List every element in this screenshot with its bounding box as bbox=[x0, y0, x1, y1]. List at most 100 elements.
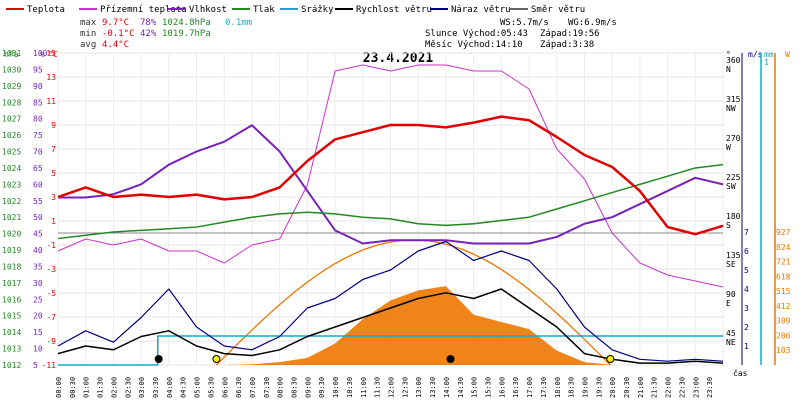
axis-time-tick: 15:30 bbox=[484, 377, 492, 398]
legend-label-teplota: Teplota bbox=[27, 5, 65, 15]
stat-max-hum: 78% bbox=[140, 18, 157, 28]
axis-dir-tick: 45 bbox=[726, 329, 736, 338]
stat-sun-set: Západ:19:56 bbox=[540, 29, 600, 39]
axis-degc-tick: 5 bbox=[51, 169, 56, 178]
axis-dir-tick: S bbox=[726, 221, 731, 230]
axis-degc-tick: -1 bbox=[46, 241, 56, 250]
axis-degc-tick: -11 bbox=[42, 361, 57, 370]
axis-degc-tick: -5 bbox=[46, 289, 56, 298]
axis-time-tick: 15:00 bbox=[471, 377, 479, 398]
axis-time-tick: 21:00 bbox=[637, 377, 645, 398]
axis-time-tick: 02:30 bbox=[124, 377, 132, 398]
axis-ms-tick: 6 bbox=[744, 247, 749, 256]
axis-pct-tick: 95 bbox=[33, 65, 43, 74]
axis-time-tick: 17:30 bbox=[540, 377, 548, 398]
axis-pct-tick: 80 bbox=[33, 115, 43, 124]
axis-time-tick: 01:00 bbox=[83, 377, 91, 398]
axis-time-tick: 00:30 bbox=[69, 377, 77, 398]
legend-label-smer: Směr větru bbox=[531, 5, 585, 15]
legend-label-naraz: Náraz větru bbox=[451, 5, 511, 15]
axis-degc-tick: 15 bbox=[46, 49, 56, 58]
axis-pct-tick: 70 bbox=[33, 148, 43, 157]
stat-min-hum: 42% bbox=[140, 29, 157, 39]
axis-ms-tick: 5 bbox=[744, 266, 749, 275]
axis-hpa-tick: 1014 bbox=[2, 328, 21, 337]
axis-pct-tick: 75 bbox=[33, 131, 43, 140]
axis-time-tick: 22:00 bbox=[665, 377, 673, 398]
axis-time-tick: 16:30 bbox=[512, 377, 520, 398]
axis-hpa-tick: 1027 bbox=[2, 115, 21, 124]
axis-hpa-tick: 1030 bbox=[2, 65, 21, 74]
axis-time-tick: 04:00 bbox=[166, 377, 174, 398]
axis-time-tick: 10:30 bbox=[346, 377, 354, 398]
axis-time-tick: 04:30 bbox=[180, 377, 188, 398]
series-solar-area bbox=[58, 286, 723, 365]
axis-time-tick: 09:30 bbox=[318, 377, 326, 398]
axis-pct-tick: 45 bbox=[33, 230, 43, 239]
axis-degc-tick: 11 bbox=[46, 97, 56, 106]
axis-w-tick: 206 bbox=[776, 331, 791, 340]
axis-w-tick: 618 bbox=[776, 272, 791, 281]
axis-degc-tick: 7 bbox=[51, 145, 56, 154]
axis-degc-tick: 13 bbox=[46, 73, 56, 82]
axis-ms-tick: 3 bbox=[744, 304, 749, 313]
moonset-marker bbox=[154, 355, 163, 363]
stat-ws: WS:5.7m/s bbox=[500, 18, 549, 28]
axis-x-label: čas bbox=[733, 368, 748, 378]
axis-dir-tick: 360 bbox=[726, 56, 741, 65]
axis-hpa-tick: 1019 bbox=[2, 246, 21, 255]
axis-deg-label: ° bbox=[726, 50, 731, 59]
axis-hpa-tick: 1012 bbox=[2, 361, 21, 370]
axis-hpa-tick: 1021 bbox=[2, 213, 21, 222]
axis-pct-tick: 90 bbox=[33, 82, 43, 91]
axis-dir-tick: NW bbox=[726, 104, 736, 113]
axis-time-tick: 18:30 bbox=[568, 377, 576, 398]
axis-pct-tick: 50 bbox=[33, 213, 43, 222]
stat-wg: WG:6.9m/s bbox=[568, 18, 617, 28]
stats-block: max 9.7°C 78% 1024.8hPa 0.1mm min -0.1°C… bbox=[80, 18, 617, 50]
axis-time-tick: 20:30 bbox=[623, 377, 631, 398]
axis-dir-tick: 135 bbox=[726, 251, 741, 260]
axis-degc-tick: -3 bbox=[46, 265, 56, 274]
axis-w-tick: 515 bbox=[776, 287, 791, 296]
axis-hpa-tick: 1022 bbox=[2, 197, 21, 206]
legend-label-vlhkost: Vlhkost bbox=[189, 5, 227, 15]
axis-ms-tick: 2 bbox=[744, 323, 749, 332]
axis-dir-tick: NE bbox=[726, 338, 736, 347]
axis-pct-tick: 35 bbox=[33, 262, 43, 271]
axis-time-tick: 06:00 bbox=[221, 377, 229, 398]
legend-label-prizemni: Přízemní teplota bbox=[100, 5, 187, 15]
axis-dir-tick: W bbox=[726, 143, 731, 152]
axis-dir-tick: 225 bbox=[726, 173, 741, 182]
axis-pct-tick: 10 bbox=[33, 345, 43, 354]
stat-avg-temp: 4.4°C bbox=[102, 40, 129, 50]
axis-time-tick: 07:00 bbox=[249, 377, 257, 398]
axis-ms-tick: 1 bbox=[744, 342, 749, 351]
axis-time-tick: 12:30 bbox=[401, 377, 409, 398]
axis-pct-tick: 85 bbox=[33, 98, 43, 107]
axis-degc-tick: 1 bbox=[51, 217, 56, 226]
legend-label-srazky: Srážky bbox=[301, 5, 334, 15]
axis-w-tick: 412 bbox=[776, 302, 791, 311]
moonrise-marker bbox=[446, 355, 455, 363]
axis-time-tick: 19:30 bbox=[595, 377, 603, 398]
axis-hpa-label: hPa bbox=[4, 50, 19, 59]
axis-hpa-tick: 1017 bbox=[2, 279, 21, 288]
axis-w-tick: 103 bbox=[776, 346, 791, 355]
stat-moon-set: Západ:3:38 bbox=[540, 40, 594, 50]
axis-pct-tick: 15 bbox=[33, 328, 43, 337]
stat-min-label: min bbox=[80, 29, 96, 39]
axis-dir-tick: 90 bbox=[726, 290, 736, 299]
axis-time-tick: 23:00 bbox=[692, 377, 700, 398]
axis-w-tick: 309 bbox=[776, 317, 791, 326]
axis-time-tick: 00:00 bbox=[55, 377, 63, 398]
axis-pct-label: % bbox=[40, 50, 45, 59]
stat-max-rain: 0.1mm bbox=[225, 18, 252, 28]
axis-mm-label: mm bbox=[764, 50, 774, 59]
axis-dir-tick: N bbox=[726, 65, 731, 74]
axis-time-tick: 06:30 bbox=[235, 377, 243, 398]
axis-time-tick: 13:30 bbox=[429, 377, 437, 398]
axis-w-tick: 721 bbox=[776, 258, 791, 267]
axis-hpa-tick: 1018 bbox=[2, 262, 21, 271]
